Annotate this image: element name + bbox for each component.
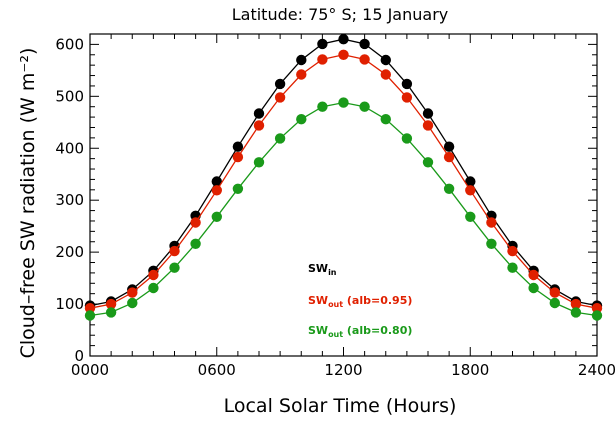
data-point	[465, 211, 476, 222]
data-point	[253, 120, 265, 131]
data-point	[528, 269, 539, 281]
legend-entry-2: SWout (alb=0.95)	[308, 294, 412, 309]
data-point	[84, 310, 96, 321]
data-point	[380, 114, 391, 125]
data-point	[211, 176, 222, 187]
data-point	[443, 183, 455, 194]
data-point	[443, 151, 455, 163]
data-point	[380, 69, 391, 80]
data-point	[105, 298, 117, 310]
data-point	[380, 54, 391, 66]
data-point	[127, 287, 138, 298]
data-point	[148, 269, 159, 281]
data-point	[486, 217, 497, 228]
data-point	[486, 238, 497, 249]
data-point	[274, 78, 286, 90]
data-point	[127, 297, 138, 309]
legend-entry-1: SWin	[308, 262, 337, 277]
data-point	[401, 92, 413, 103]
chart-title: Latitude: 75° S; 15 January	[232, 5, 449, 24]
data-point	[401, 78, 413, 90]
data-point	[338, 97, 349, 108]
data-point	[465, 185, 476, 196]
x-tick-label: 1800	[451, 361, 489, 379]
data-point	[465, 176, 476, 187]
data-point	[232, 151, 244, 163]
data-point	[359, 38, 370, 50]
data-point	[591, 310, 603, 321]
data-series	[84, 34, 603, 321]
data-point	[338, 34, 349, 45]
data-point	[211, 185, 222, 196]
data-point	[507, 245, 518, 257]
series-line-1	[89, 38, 598, 307]
data-point	[591, 303, 603, 314]
data-point	[549, 287, 560, 298]
data-point	[169, 245, 180, 257]
y-tick-label: 600	[55, 35, 84, 53]
data-point	[296, 69, 307, 80]
y-axis-label: Cloud–free SW radiation (W m⁻²)	[17, 48, 39, 359]
data-point	[211, 211, 222, 222]
x-tick-label: 0600	[198, 361, 236, 379]
data-point	[317, 54, 328, 65]
y-tick-label: 200	[55, 243, 84, 261]
x-tick-label: 0000	[71, 361, 109, 379]
x-axis-label: Local Solar Time (Hours)	[224, 395, 457, 417]
y-tick-label: 100	[55, 295, 84, 313]
data-point	[169, 262, 180, 273]
y-tick-label: 300	[55, 191, 84, 209]
data-point	[422, 108, 434, 119]
y-tick-label: 400	[55, 139, 84, 157]
series-line-2	[89, 54, 598, 309]
data-point	[317, 38, 328, 50]
data-point	[359, 101, 370, 112]
y-tick-label: 500	[55, 87, 84, 105]
data-point	[296, 54, 307, 66]
data-point	[274, 133, 286, 144]
data-point	[148, 282, 159, 294]
data-point	[317, 101, 328, 112]
data-point	[253, 108, 265, 119]
y-tick-label: 0	[74, 347, 84, 365]
data-point	[549, 297, 560, 309]
data-point	[296, 114, 307, 125]
data-point	[338, 49, 349, 60]
data-point	[359, 54, 370, 65]
data-point	[422, 157, 434, 168]
legend-entry-3: SWout (alb=0.80)	[308, 324, 412, 339]
data-point	[422, 120, 434, 131]
plot-axes: 0000 0600 1200 1800 2400 0 100 200 300 400 500 600	[55, 33, 615, 379]
data-point	[570, 298, 582, 310]
data-point	[274, 92, 286, 103]
data-point	[232, 141, 244, 152]
legend: SWin SWout (alb=0.95) SWout (alb=0.80)	[308, 262, 412, 339]
data-point	[232, 183, 244, 194]
series-line-3	[89, 101, 598, 317]
data-point	[570, 307, 582, 318]
data-point	[84, 303, 96, 314]
data-point	[105, 307, 117, 318]
data-point	[401, 133, 413, 144]
plot-frame	[89, 33, 598, 357]
data-point	[253, 157, 265, 168]
data-point	[443, 141, 455, 152]
data-point	[528, 282, 539, 294]
data-point	[507, 262, 518, 273]
x-tick-label: 1200	[324, 361, 362, 379]
data-point	[190, 238, 201, 249]
x-tick-label: 2400	[578, 361, 615, 379]
data-point	[190, 217, 201, 228]
